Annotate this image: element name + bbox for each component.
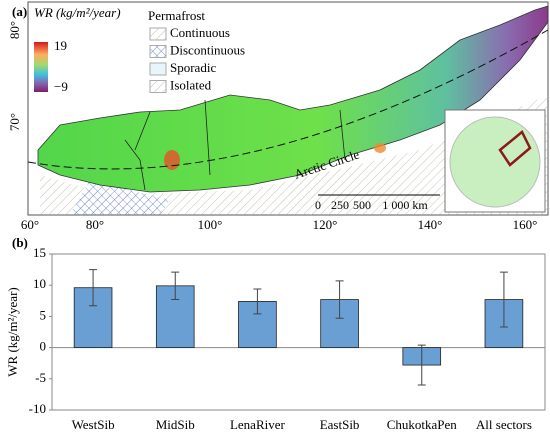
legend-label: Sporadic bbox=[170, 60, 216, 75]
error-bar bbox=[335, 280, 344, 319]
scale-label: 1 000 km bbox=[382, 198, 428, 212]
colorbar-min: −9 bbox=[54, 79, 68, 94]
scale-label: 0 bbox=[315, 198, 321, 212]
hotspot bbox=[164, 150, 180, 170]
x-tick-label: LenaRiver bbox=[230, 417, 286, 432]
discontinuous-hatch bbox=[70, 180, 170, 215]
legend-swatch bbox=[149, 45, 167, 58]
legend-label: Continuous bbox=[170, 25, 230, 40]
panel-label: (a) bbox=[12, 4, 27, 19]
legend-label: Discontinuous bbox=[170, 42, 245, 57]
y-tick-label: -5 bbox=[35, 370, 46, 385]
x-tick-label: ChukotkaPen bbox=[387, 417, 458, 432]
hotspot bbox=[374, 143, 386, 153]
colorbar-box bbox=[31, 5, 141, 105]
arctic-circle bbox=[27, 29, 549, 170]
scale-labels: 0 250 500 1 000 km bbox=[315, 198, 428, 212]
y-tick-label: -10 bbox=[29, 401, 46, 416]
colorbar-title: WR (kg/m²/year) bbox=[34, 5, 121, 20]
error-bar bbox=[253, 288, 262, 315]
x-tick-label: All sectors bbox=[476, 417, 532, 432]
legend-label: Isolated bbox=[170, 77, 212, 92]
lon-labels: 60° 80° 100° 120° 140° 160° bbox=[21, 217, 537, 232]
plot-frame bbox=[51, 253, 546, 411]
x-tick-label: MidSib bbox=[156, 417, 195, 432]
scale-label: 500 bbox=[353, 198, 371, 212]
lon-label: 80° bbox=[86, 217, 104, 232]
wr-band bbox=[37, 5, 549, 193]
legend-swatch bbox=[149, 80, 167, 93]
colorbar-max: 19 bbox=[54, 38, 67, 53]
error-bar bbox=[417, 344, 426, 386]
colorbar bbox=[34, 42, 48, 92]
legend-swatch bbox=[149, 62, 167, 76]
y-tick-label: 5 bbox=[40, 307, 47, 322]
y-axis-label: WR (kg/m²/year) bbox=[5, 287, 20, 376]
x-tick-label: EastSib bbox=[320, 417, 360, 432]
inset-globe bbox=[449, 116, 541, 208]
error-bar bbox=[499, 271, 508, 328]
lon-label: 100° bbox=[198, 217, 223, 232]
y-tick-label: 0 bbox=[40, 339, 47, 354]
lat-label: 70° bbox=[7, 113, 22, 131]
lat-labels: 80° 70° bbox=[7, 21, 22, 131]
legend-title: Permafrost bbox=[148, 8, 205, 23]
legend: Continuous Discontinuous Sporadic Isolated bbox=[149, 25, 245, 93]
permafrost-hatch bbox=[40, 95, 548, 215]
error-bar bbox=[171, 271, 180, 301]
legend-swatch bbox=[149, 27, 167, 41]
y-tick-label: 10 bbox=[33, 276, 46, 291]
panel-label: (b) bbox=[12, 235, 28, 250]
y-tick-label: 15 bbox=[33, 245, 46, 260]
lon-label: 60° bbox=[21, 217, 39, 232]
lat-label: 80° bbox=[7, 21, 22, 39]
lon-label: 160° bbox=[513, 217, 538, 232]
error-bar bbox=[89, 269, 98, 307]
lon-label: 140° bbox=[418, 217, 443, 232]
inset-region bbox=[498, 130, 532, 167]
x-tick-label: WestSib bbox=[72, 417, 115, 432]
lon-label: 120° bbox=[313, 217, 338, 232]
scale-label: 250 bbox=[331, 198, 349, 212]
bar-chart: -10 -5 0 5 10 15 WestSib MidSib LenaRiver EastSib… bbox=[29, 245, 546, 432]
sector-borders bbox=[124, 99, 346, 191]
map-panel: Arctic Circle (a) WR (kg/m²/year) 19 −9 … bbox=[7, 1, 549, 232]
